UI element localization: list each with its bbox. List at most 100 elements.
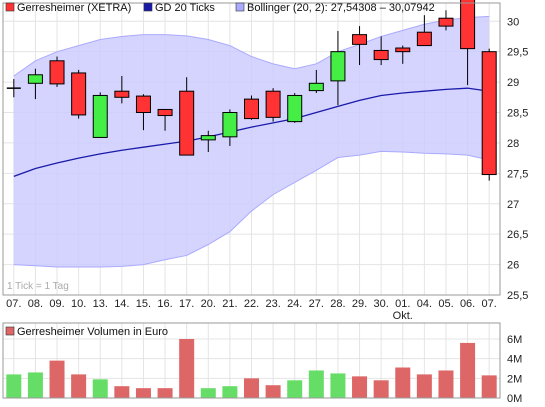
bollinger-band (13, 16, 490, 268)
candle-down (352, 34, 368, 45)
x-tick-label: 10. (71, 298, 86, 310)
candle-down (438, 17, 454, 27)
x-tick-label: 07. (482, 298, 497, 310)
gd20-line (13, 87, 490, 177)
x-tick-label: 07. (6, 298, 21, 310)
x-tick-label: 04. (417, 298, 432, 310)
price-y-tick-label: 27 (507, 199, 519, 211)
price-plot-border (2, 2, 501, 296)
x-tick-label: 28. (330, 298, 345, 310)
x-tick-label: 05. (438, 298, 453, 310)
volume-bar (71, 374, 87, 398)
volume-y-tick-label: 6M (507, 334, 522, 346)
candle-down (481, 51, 497, 176)
volume-legend-swatch (5, 326, 15, 336)
price-y-tick-label: 28 (507, 138, 519, 150)
price-y-tick-label: 29 (507, 77, 519, 89)
x-tick-label: 16. (157, 298, 172, 310)
volume-y-tick-label: 2M (507, 373, 522, 385)
legend-label: GD 20 Ticks (155, 2, 215, 14)
candle-down (265, 90, 281, 118)
price-y-tick-label: 28,5 (507, 108, 528, 120)
candle-down (373, 49, 389, 61)
candle-down (49, 60, 65, 85)
volume-bar (395, 367, 411, 398)
volume-bar (135, 388, 151, 398)
volume-title: Gerresheimer Volumen in Euro (17, 326, 168, 338)
x-tick-label: 01. (395, 298, 410, 310)
candle-down (395, 47, 411, 53)
volume-bar (49, 360, 65, 398)
price-y-tick-label: 26,5 (507, 229, 528, 241)
x-tick-label: 06. (460, 298, 475, 310)
candle-down (460, 0, 476, 50)
candle-down (71, 72, 87, 116)
x-tick-label: 13. (93, 298, 108, 310)
candle-up (287, 94, 303, 123)
price-y-tick-label: 25,5 (507, 290, 528, 302)
x-tick-label: 24. (287, 298, 302, 310)
candle-down (244, 98, 259, 120)
volume-bar (373, 380, 389, 398)
volume-bar (157, 388, 173, 398)
volume-bar (438, 370, 454, 398)
legend-swatch (5, 2, 15, 12)
bollinger-lower-line (13, 150, 490, 268)
bollinger-upper-line (13, 15, 490, 77)
volume-bar (114, 386, 130, 398)
x-tick-label: 30. (374, 298, 389, 310)
volume-bar (222, 386, 238, 398)
volume-bar (92, 379, 108, 398)
candle-up (92, 94, 108, 138)
legend-label: Bollinger (20, 2): 27,54308 – 30,07942 (247, 2, 435, 14)
legend-label: Gerresheimer (XETRA) (17, 2, 131, 14)
volume-y-tick-label: 4M (507, 354, 522, 366)
candle-up (222, 112, 238, 138)
tick-note: 1 Tick = 1 Tag (7, 281, 69, 292)
price-panel: 25,5 26 26,5 27 27,5 28 28,5 29 29,5 30 07. 08. 09. 1… (2, 0, 528, 322)
volume-bar (244, 378, 259, 398)
volume-bar (330, 373, 346, 398)
price-y-tick-label: 26 (507, 260, 519, 272)
x-tick-label: 23. (265, 298, 280, 310)
volume-bar (481, 375, 497, 398)
x-tick-label: 17. (179, 298, 194, 310)
x-tick-label: 21. (222, 298, 237, 310)
x-tick-label: 14. (114, 298, 129, 310)
x-tick-label: 15. (136, 298, 151, 310)
candle-down (179, 90, 195, 156)
volume-y-tick-label: 0M (507, 393, 522, 405)
volume-panel: Gerresheimer Volumen in Euro 0M 2M 4M 6M (2, 322, 522, 405)
volume-bar (308, 370, 324, 398)
legend-swatch (143, 2, 153, 12)
volume-bar (179, 339, 195, 398)
price-y-tick-label: 29,5 (507, 47, 528, 59)
volume-bar (265, 385, 281, 398)
x-tick-label: 09. (49, 298, 64, 310)
price-y-tick-label: 27,5 (507, 168, 528, 180)
month-label: Okt. (393, 310, 413, 322)
volume-bar (416, 374, 432, 398)
x-tick-label: 29. (352, 298, 367, 310)
volume-bar (287, 380, 303, 398)
candle-down (135, 95, 151, 113)
volume-bar (6, 374, 22, 398)
volume-plot-border (2, 322, 501, 399)
x-tick-label: 08. (28, 298, 43, 310)
candle-up (200, 135, 216, 141)
price-y-tick-label: 30 (507, 16, 519, 28)
candle-up (308, 82, 324, 92)
volume-bar (352, 376, 368, 398)
candle-up (330, 51, 346, 82)
legend-swatch (235, 2, 245, 12)
candle-down (114, 90, 130, 98)
x-tick-label: 27. (309, 298, 324, 310)
x-tick-label: 20. (201, 298, 216, 310)
volume-bar (200, 388, 216, 398)
volume-bar (460, 342, 476, 398)
volume-bar (27, 372, 43, 398)
candle-up (27, 74, 43, 84)
x-tick-label: 22. (244, 298, 259, 310)
candle-down (416, 31, 432, 47)
